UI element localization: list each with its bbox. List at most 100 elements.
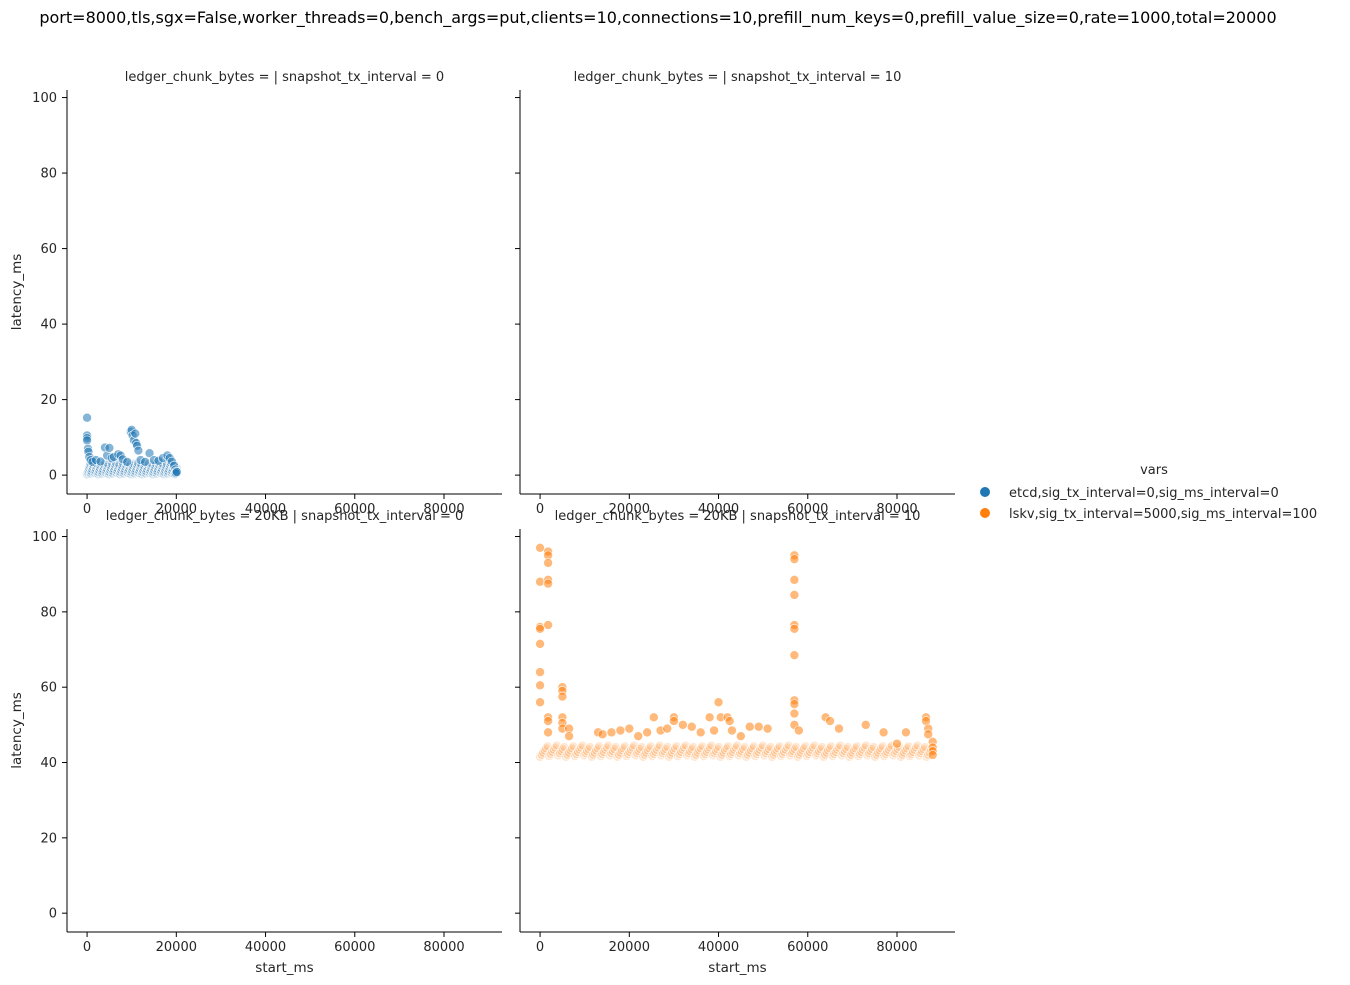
series-points [82,412,182,480]
data-point [744,721,755,732]
data-point [606,727,617,738]
data-point [624,723,635,734]
x-tick-label: 20000 [609,502,650,517]
x-tick-label: 40000 [698,940,739,955]
y-axis-label: latency_ms [9,692,25,769]
data-point [892,738,902,749]
data-point [535,576,545,587]
x-tick-label: 60000 [787,940,828,955]
y-tick-label: 20 [40,393,57,408]
legend-marker-etcd [980,487,990,497]
data-point [642,727,652,738]
legend-label-lskv: lskv,sig_tx_interval=5000,sig_ms_interva… [1009,507,1317,522]
x-tick-label: 80000 [876,940,917,955]
y-axis-label: latency_ms [9,254,25,331]
legend-label-etcd: etcd,sig_tx_interval=0,sig_ms_interval=0 [1009,486,1279,501]
data-point [543,558,553,568]
y-tick-label: 0 [49,907,57,922]
data-point [686,721,697,732]
data-point [713,697,724,708]
panel-title: ledger_chunk_bytes = 20KB | snapshot_tx_… [555,509,921,524]
data-point [171,467,182,477]
y-tick-label: 60 [40,242,57,257]
x-axis-label: start_ms [708,960,766,976]
panel-title: ledger_chunk_bytes = | snapshot_tx_inter… [574,70,902,85]
x-tick-label: 20000 [609,940,650,955]
data-point [543,578,553,589]
data-point [615,725,626,736]
data-point [543,620,553,630]
data-point [901,727,911,738]
y-tick-label: 100 [32,91,57,106]
data-point [789,590,800,600]
x-tick-label: 20000 [156,940,197,955]
x-tick-label: 60000 [334,940,375,955]
x-tick-label: 40000 [698,502,739,517]
data-point [543,727,553,738]
series-points [535,543,938,762]
data-point [794,725,804,736]
x-tick-label: 0 [536,502,544,517]
data-point [140,457,150,467]
y-tick-label: 40 [40,756,57,771]
panel-4: ledger_chunk_bytes = 20KB | snapshot_tx_… [515,509,955,976]
data-point [825,716,835,726]
legend-title: vars [1140,463,1168,478]
data-point [709,725,719,736]
y-tick-label: 20 [40,831,57,846]
data-point [535,667,545,677]
data-point [727,725,737,736]
data-point [122,457,133,467]
data-point [736,731,746,741]
y-tick-label: 60 [40,681,57,696]
legend: vars etcd,sig_tx_interval=0,sig_ms_inter… [980,463,1317,522]
y-tick-label: 100 [32,530,57,545]
data-point [789,708,800,719]
data-point [535,624,545,634]
data-point [789,699,800,709]
data-point [144,448,155,459]
panel-title: ledger_chunk_bytes = 20KB | snapshot_tx_… [106,509,464,524]
data-point [695,727,706,738]
data-point [923,729,934,740]
panel-grid: ledger_chunk_bytes = | snapshot_tx_inter… [9,70,955,976]
y-tick-label: 0 [49,469,57,484]
data-point [543,716,553,726]
x-tick-label: 0 [536,940,544,955]
x-tick-label: 60000 [787,502,828,517]
data-point [130,428,141,439]
x-tick-label: 20000 [156,502,197,517]
x-axis-label: start_ms [255,960,313,976]
x-tick-label: 60000 [334,502,375,517]
data-point [535,680,545,691]
data-point [860,720,871,730]
data-point [82,412,92,423]
legend-marker-lskv [980,508,990,518]
x-tick-label: 80000 [423,502,464,517]
data-point [633,731,644,741]
panel-3: ledger_chunk_bytes = 20KB | snapshot_tx_… [9,509,502,976]
data-point [789,554,800,564]
data-point [104,443,115,453]
y-tick-label: 80 [40,605,57,620]
data-point [789,650,800,660]
data-point [834,723,844,734]
data-point [535,543,545,553]
data-point [704,712,715,723]
panel-1: ledger_chunk_bytes = | snapshot_tx_inter… [9,70,502,517]
data-point [133,445,144,456]
data-point [95,456,106,467]
x-tick-label: 40000 [245,940,286,955]
data-point [927,750,938,760]
data-point [82,435,92,446]
data-point [762,723,773,734]
data-point [789,624,800,634]
data-point [535,639,545,649]
panel-2: ledger_chunk_bytes = | snapshot_tx_inter… [515,70,955,517]
data-point [753,721,764,732]
data-point [669,716,679,726]
y-tick-label: 80 [40,167,57,182]
data-point [662,723,673,734]
data-point [535,697,545,708]
